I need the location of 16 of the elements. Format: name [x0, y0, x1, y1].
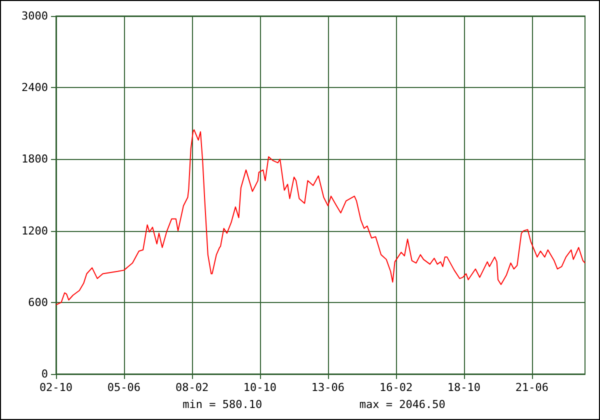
- x-tick-label: 16-02: [379, 381, 413, 394]
- y-tick-label: 3000: [22, 10, 48, 22]
- y-tick-label: 1800: [22, 152, 48, 166]
- x-tick-label: 08-02: [175, 381, 209, 394]
- x-tick-label: 05-06: [107, 381, 141, 394]
- x-tick-label: 02-10: [39, 381, 73, 394]
- text: min = 580.10: [182, 398, 262, 411]
- y-tick-label: 2400: [22, 81, 48, 94]
- x-tick-label: 21-06: [515, 381, 549, 394]
- y-tick-label: 600: [28, 296, 48, 309]
- x-tick-label: 13-06: [311, 381, 345, 394]
- text: max = 2046.50: [359, 398, 446, 411]
- x-tick-label: 18-10: [447, 381, 481, 394]
- y-tick-label: 1200: [22, 224, 48, 238]
- x-tick-label: 10-10: [243, 381, 277, 394]
- y-tick-label: 0: [41, 368, 48, 380]
